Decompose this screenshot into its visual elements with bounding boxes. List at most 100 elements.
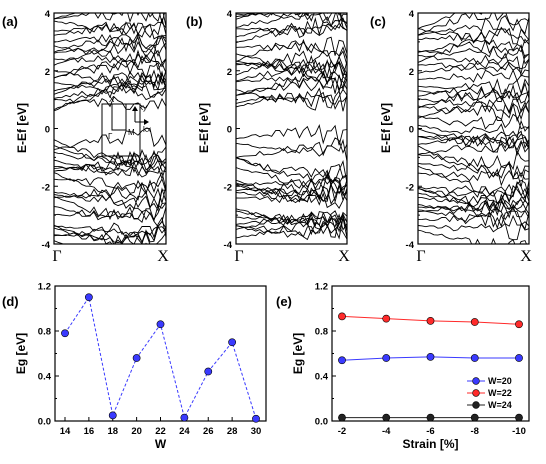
band-line [54,226,166,242]
data-point [228,338,237,347]
band-line [418,81,529,103]
band-line [236,156,347,184]
band-structure-b: 4 2 0 -2 -4Γ X [224,7,351,265]
y-tick-label: -4 [224,240,233,251]
band-line [236,157,347,180]
legend-entry: W=22 [488,388,512,398]
legend-marker [472,377,480,385]
y-tick-label: 0.8 [38,327,51,338]
band-line [418,53,529,75]
x-tick-x: X [338,248,350,265]
band-line [236,58,347,79]
band-line [418,136,529,157]
y-tick-label: 0.4 [38,372,52,383]
band-line [236,89,347,111]
band-line [236,75,347,96]
band-line [54,7,166,12]
series-w-24 [338,413,523,422]
band-line [236,218,347,240]
band-line [418,95,529,113]
x-tick-label: 22 [155,426,166,437]
x-tick-label: 28 [227,426,238,437]
ky-arrowhead [132,106,138,111]
band-line [54,206,166,228]
y-tick-label: 2 [227,67,232,78]
band-line [54,127,166,151]
band-line [418,185,529,204]
y-tick-label: 0 [227,125,232,136]
band-line [54,13,166,27]
band-lines [418,7,529,244]
band-line [418,7,529,9]
data-point [515,354,523,362]
band-line [418,149,529,171]
data-point [426,316,435,325]
band-line [54,160,166,181]
band-line [418,78,529,97]
bz-m-label: M [128,128,135,137]
band-line [418,192,529,214]
band-line [418,101,529,123]
band-line [236,7,347,8]
x-axis-label: W [155,437,167,451]
band-line [418,13,483,30]
y-tick-label: 0.4 [315,372,329,383]
x-tick-label: 16 [84,426,95,437]
y-tick-label: -4 [406,240,415,251]
band-line [418,26,529,45]
band-line [54,41,166,66]
band-line [236,87,347,108]
y-axis-label: Eg [eV] [291,333,305,374]
band-line [418,113,529,130]
series-eg [61,293,260,423]
band-line [54,216,166,239]
data-point [61,329,69,338]
x-tick-label: 18 [107,426,118,437]
band-line [236,36,347,56]
x-tick-label: -10 [512,426,526,437]
band-line [54,20,166,38]
band-line [54,196,166,220]
band-line [418,160,529,180]
y-tick-label: 0.8 [315,327,328,338]
y-tick-label: 0 [409,125,414,136]
band-line [236,183,347,205]
band-ylabel-c: E-Ef [eV] [379,103,393,153]
band-line [418,135,529,153]
band-line [418,55,529,77]
band-line [54,45,166,68]
band-lines [236,7,347,244]
x-tick-gamma: Γ [52,248,61,265]
band-line [236,13,347,20]
y-tick-label: 0.0 [315,417,328,428]
x-tick-label: -4 [382,426,391,437]
band-line [54,183,166,205]
band-line [54,32,166,56]
data-point [338,312,346,321]
ky-label: ky [139,103,147,112]
band-line [418,131,529,149]
panel-label-b: (b) [186,14,203,29]
legend-entry: W=20 [488,376,512,386]
band-line [54,52,166,79]
band-line [54,154,166,173]
band-line [236,137,347,157]
band-line [236,16,347,38]
band-line [236,182,347,202]
band-structure-c: 4 2 0 -2 -4Γ X [406,7,533,265]
band-line [236,18,347,44]
legend-entry: W=24 [488,400,512,410]
data-point [470,318,479,326]
chart-e: 0.0 0.4 0.8 1.2 -2 -4 -6 -8 -10 Strain [%] Eg [eV]… [291,282,530,451]
band-line [54,177,166,194]
band-line [418,209,529,230]
panel-label-c: (c) [370,14,386,29]
band-line [54,49,166,65]
y-axis-label: Eg [eV] [14,333,28,374]
band-line [54,83,166,101]
band-line [236,208,347,232]
band-line [418,222,529,241]
y-tick-label: 1.2 [38,282,51,293]
band-line [54,32,166,49]
